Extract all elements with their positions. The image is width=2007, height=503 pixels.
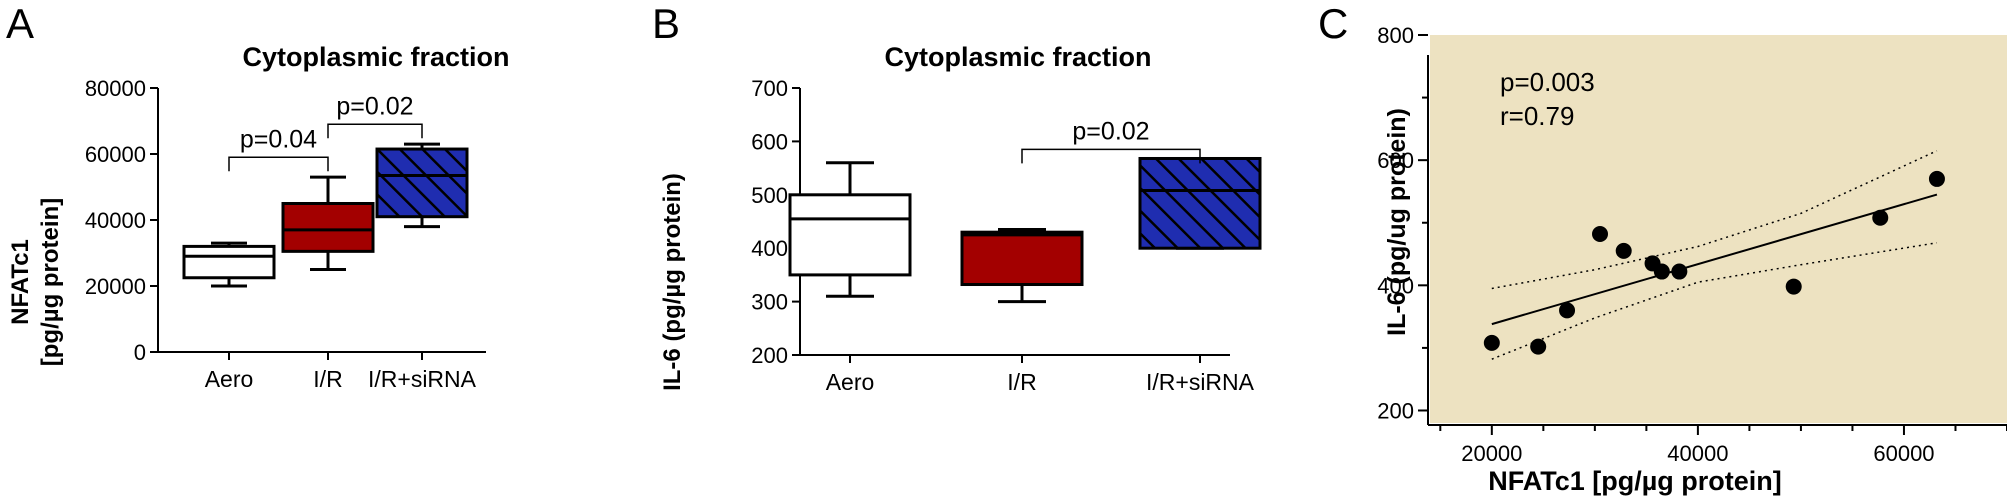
y-tick-label: 800	[1377, 23, 1414, 48]
x-tick-label: 60000	[1873, 441, 1934, 466]
box-iqr	[788, 193, 912, 277]
panel-b-title: Cytoplasmic fraction	[884, 42, 1151, 72]
data-point	[1530, 338, 1547, 355]
data-point	[1615, 242, 1632, 259]
y-tick-label: 400	[1377, 273, 1414, 298]
panel-b-annotations: p=0.02	[1021, 117, 1201, 164]
y-tick-label: 600	[1377, 148, 1414, 173]
panel-c-xlabel: NFATc1 [pg/µg protein]	[1488, 466, 1782, 496]
category-label: Aero	[205, 366, 254, 392]
data-point	[1653, 263, 1670, 280]
y-tick-label: 200	[1377, 398, 1414, 423]
box-white	[182, 241, 276, 288]
category-label: I/R+siRNA	[368, 366, 477, 392]
box-red	[960, 228, 1084, 304]
significance-bracket	[228, 156, 329, 172]
panel-a-annotations: p=0.04 p=0.02	[228, 92, 423, 172]
panel-a-boxes	[182, 142, 469, 288]
x-tick-label: 20000	[1461, 441, 1522, 466]
panel-a-ylabel-line1: NFATc1	[7, 239, 34, 325]
y-tick-label: 500	[751, 183, 788, 208]
panel-c-p-value: p=0.003	[1500, 67, 1595, 97]
y-tick-label: 700	[751, 76, 788, 101]
p-value-label: p=0.02	[336, 92, 413, 120]
panel-c-letter: C	[1318, 0, 1348, 47]
data-point	[1592, 226, 1609, 243]
box-white	[788, 161, 912, 298]
significance-bracket	[1021, 148, 1201, 164]
data-point	[1785, 278, 1802, 295]
box-hatched	[375, 142, 469, 229]
panel-b: B Cytoplasmic fraction IL-6 (pg/µg prote…	[652, 0, 1262, 395]
data-point	[1928, 170, 1945, 187]
confidence-band-upper	[1491, 150, 1938, 290]
y-tick-label: 20000	[85, 274, 146, 299]
box-red	[281, 175, 375, 271]
panel-b-letter: B	[652, 0, 680, 47]
y-tick-label: 300	[751, 290, 788, 315]
panel-c-r-value: r=0.79	[1500, 101, 1574, 131]
panel-a-ylabel-line2: [pg/µg protein]	[37, 198, 64, 366]
box-iqr	[1138, 156, 1262, 250]
category-label: Aero	[826, 369, 875, 395]
significance-bracket	[327, 123, 423, 139]
category-label: I/R	[313, 366, 342, 392]
panel-b-ylabel: IL-6 (pg/µg protein)	[659, 173, 686, 391]
p-value-label: p=0.02	[1072, 117, 1149, 145]
data-point	[1671, 263, 1688, 280]
panel-a-axes: 0 20000 40000 60000 80000 Aero I/R I/R+siRNA	[85, 76, 486, 392]
y-tick-label: 0	[134, 340, 146, 365]
category-label: I/R	[1007, 369, 1036, 395]
box-iqr	[281, 202, 375, 253]
box-iqr	[375, 147, 469, 219]
panel-a-letter: A	[6, 0, 34, 47]
y-tick-label: 80000	[85, 76, 146, 101]
panel-c-plot: 200 400 600 800 20000 40000 60000	[1377, 23, 2007, 466]
p-value-label: p=0.04	[240, 125, 317, 153]
data-point	[1559, 302, 1576, 319]
y-tick-label: 40000	[85, 208, 146, 233]
panel-c-plot-background	[1430, 35, 2007, 423]
box-hatched	[1138, 156, 1262, 250]
panel-c: C IL-6 (pg/ug protein) NFATc1 [pg/µg pro…	[1318, 0, 2007, 496]
data-point	[1872, 209, 1889, 226]
y-tick-label: 60000	[85, 142, 146, 167]
panel-a: A Cytoplasmic fraction NFATc1 [pg/µg pro…	[6, 0, 510, 392]
panel-a-title: Cytoplasmic fraction	[242, 42, 509, 72]
box-iqr	[182, 244, 276, 280]
box-iqr	[960, 230, 1084, 287]
category-label: I/R+siRNA	[1146, 369, 1255, 395]
panel-c-ylabel: IL-6 (pg/ug protein)	[1383, 108, 1411, 336]
y-tick-label: 200	[751, 343, 788, 368]
panel-b-boxes	[788, 156, 1262, 304]
y-tick-label: 400	[751, 236, 788, 261]
x-tick-label: 40000	[1667, 441, 1728, 466]
y-tick-label: 600	[751, 129, 788, 154]
data-point	[1483, 334, 1500, 351]
